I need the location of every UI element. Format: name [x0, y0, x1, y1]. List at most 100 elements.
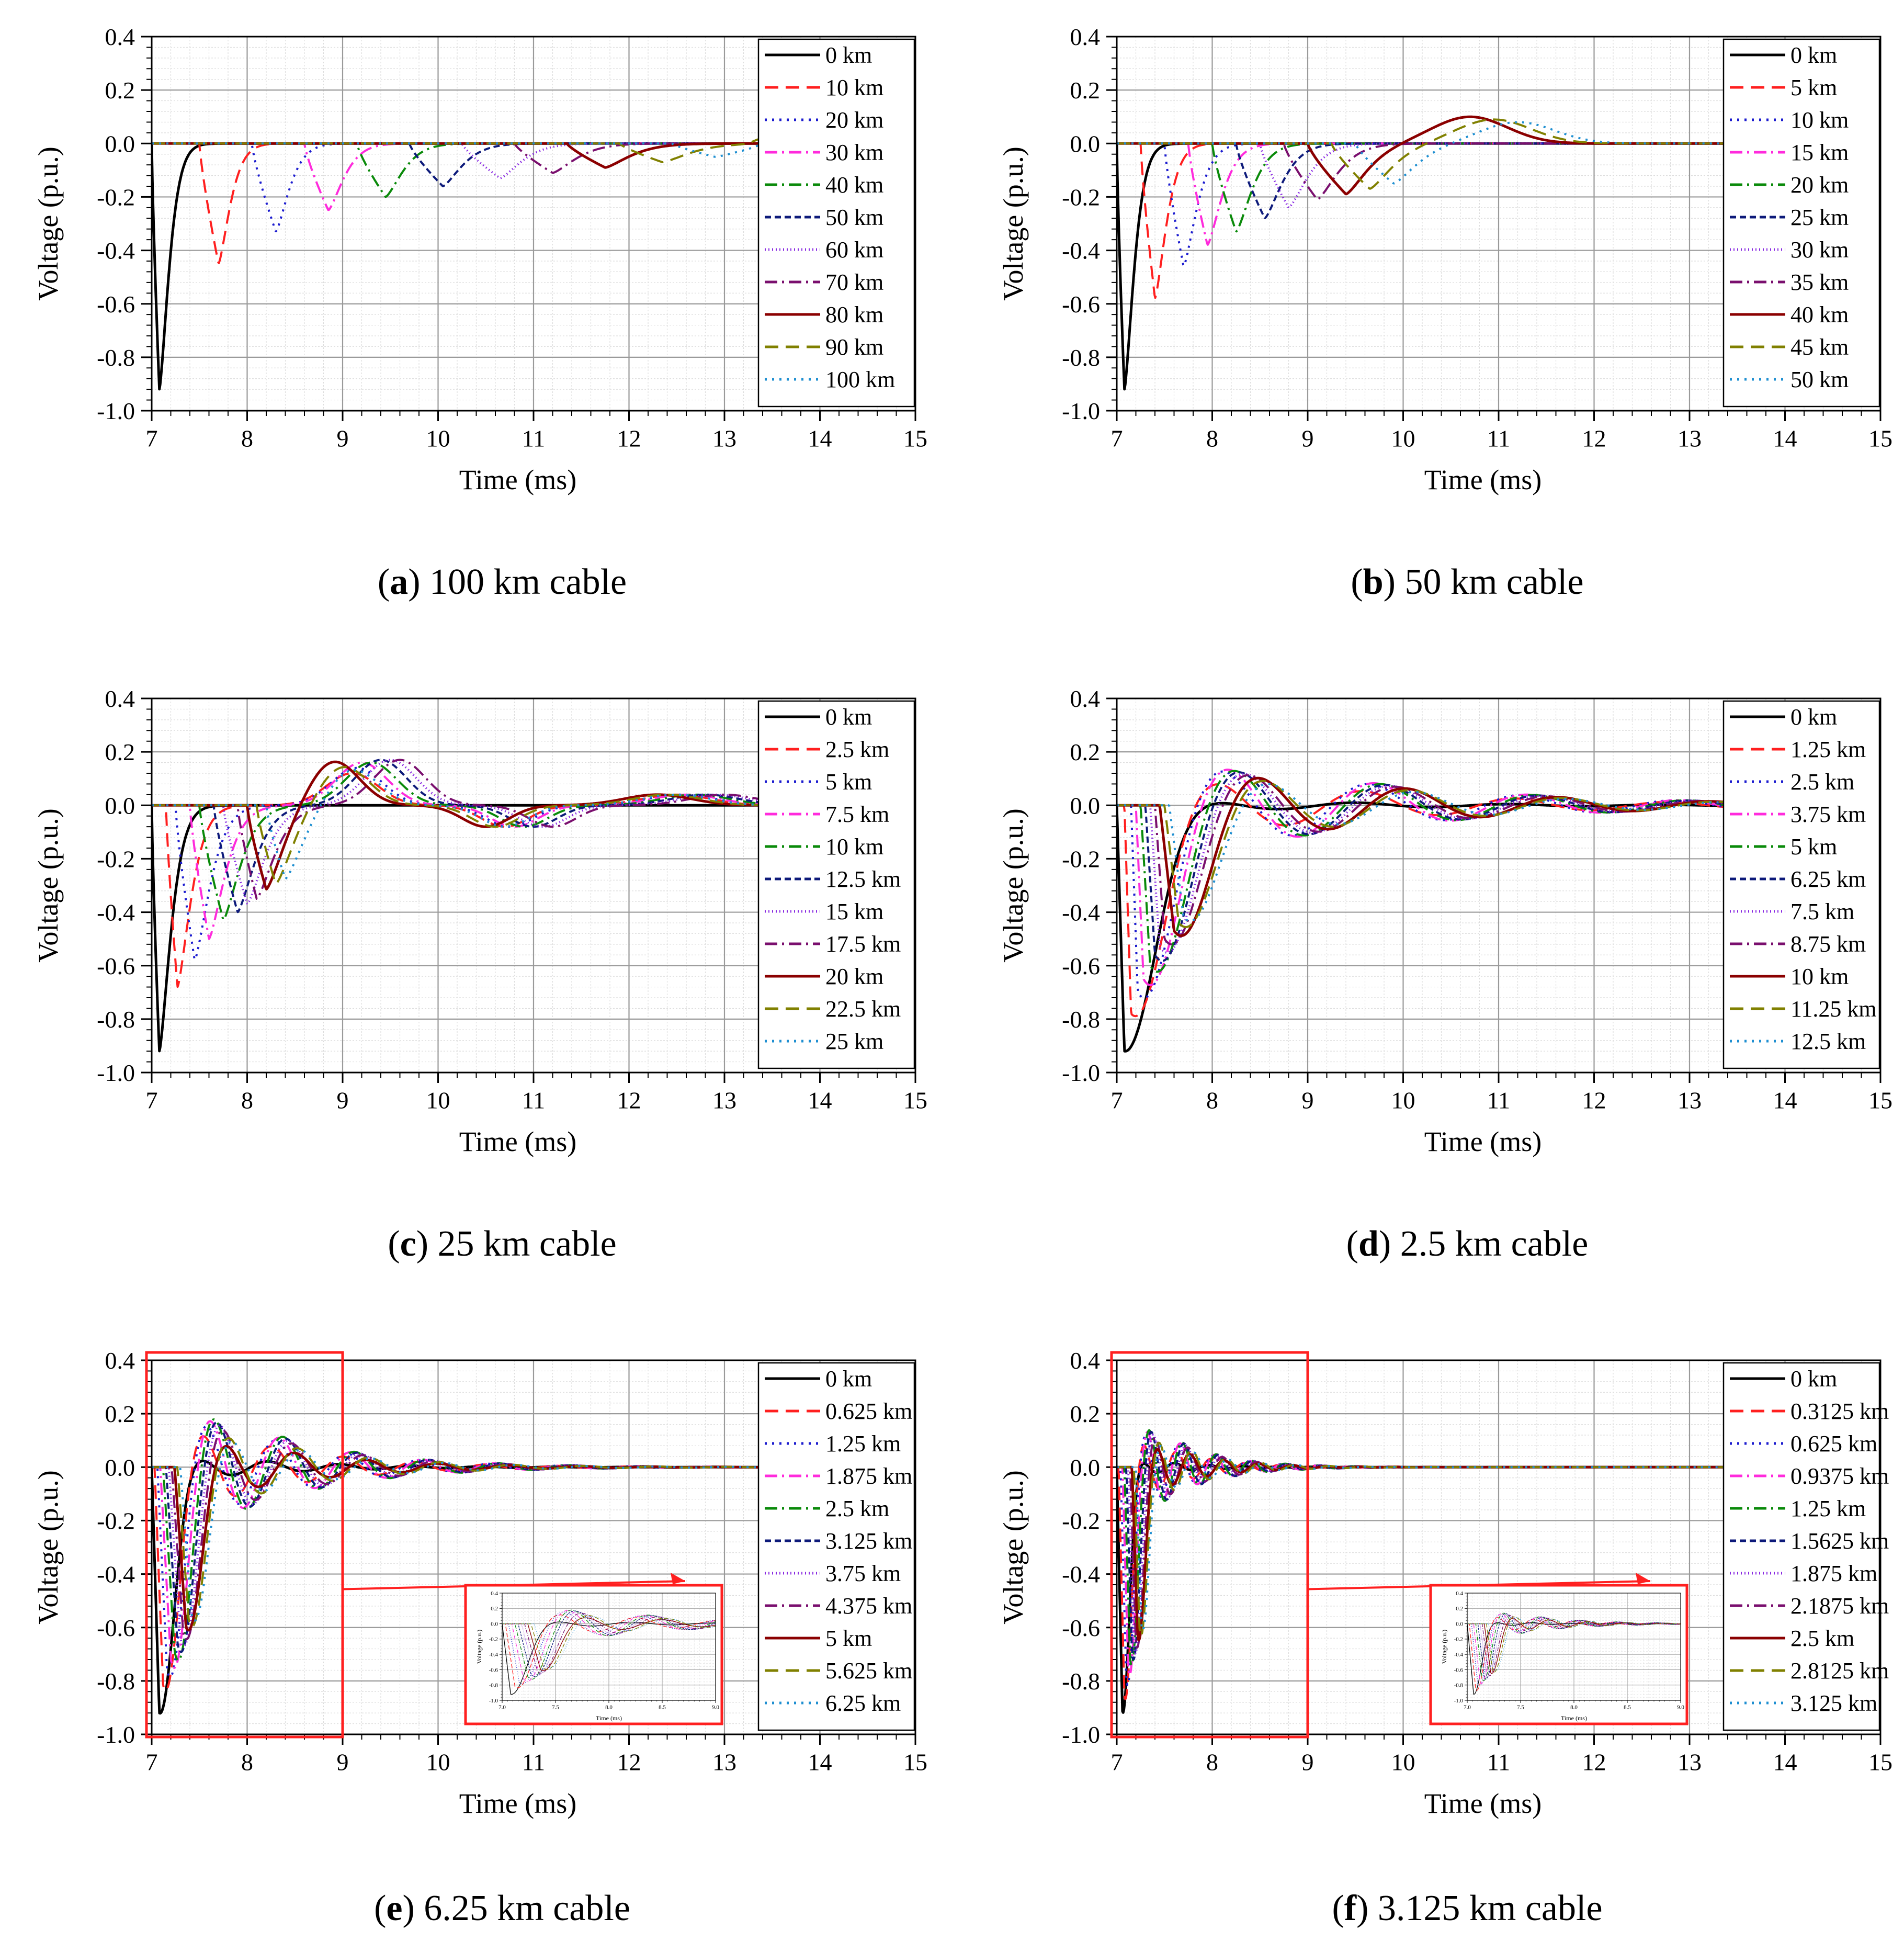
y-tick-label: -0.6 — [489, 1667, 498, 1673]
x-tick-label: 15 — [1868, 1087, 1892, 1113]
legend-box — [757, 38, 915, 408]
panel-caption: (e) 6.25 km cable — [374, 1888, 630, 1928]
legend-box — [757, 1362, 915, 1731]
legend-label: 1.25 km — [1790, 737, 1866, 762]
series-line-4 — [152, 761, 783, 921]
legend-label: 0 km — [825, 704, 872, 730]
legend-label: 10 km — [825, 75, 883, 100]
y-tick-label: -1.0 — [1454, 1698, 1464, 1704]
x-axis-label: Time (ms) — [1424, 1788, 1542, 1819]
x-tick-label: 8.5 — [659, 1705, 666, 1711]
axis-ticks: 0.4 0.2 0.0 -0.2 -0.4 -0.6 -0.8 -1.0 7 8 9 10 11 12 13… — [1062, 24, 1892, 452]
legend-label: 5.625 km — [825, 1658, 912, 1684]
y-tick-label: 0.4 — [1070, 685, 1101, 712]
legend-label: 20 km — [825, 964, 883, 989]
legend-label: 6.25 km — [825, 1690, 901, 1716]
legend-label: 100 km — [825, 367, 895, 392]
inset-y-label: Voltage (p.u.) — [1441, 1630, 1448, 1664]
y-tick-label: 0.0 — [1456, 1621, 1463, 1627]
y-tick-label: -0.4 — [489, 1652, 498, 1658]
x-tick-label: 14 — [808, 1087, 832, 1113]
x-tick-label: 9.0 — [712, 1705, 719, 1711]
y-tick-label: -0.8 — [97, 344, 135, 371]
x-tick-label: 11 — [1487, 425, 1510, 452]
axis-ticks: 0.4 0.2 0.0 -0.2 -0.4 -0.6 -0.8 -1.0 7 8 9 10 11 12 13… — [97, 685, 927, 1113]
caption-label: 6.25 km cable — [424, 1888, 630, 1928]
y-axis-label: Voltage (p.u.) — [998, 1470, 1029, 1624]
legend-label: 7.5 km — [825, 802, 889, 827]
x-tick-label: 10 — [426, 425, 450, 452]
caption-paren-close: ) — [416, 1224, 438, 1264]
legend-label: 0 km — [825, 1366, 872, 1392]
legend-label: 0.9375 km — [1790, 1463, 1889, 1489]
legend-label: 1.875 km — [1790, 1561, 1877, 1586]
panel-caption: (b) 50 km cable — [1351, 562, 1583, 602]
legend-label: 5 km — [1790, 75, 1837, 100]
y-tick-label: 0.4 — [105, 1347, 135, 1374]
x-axis-label: Time (ms) — [459, 1126, 577, 1157]
x-tick-label: 12 — [1582, 425, 1606, 452]
axis-ticks: 0.4 0.2 0.0 -0.2 -0.4 -0.6 -0.8 -1.0 7 8 9 10 11 12 13… — [1062, 685, 1892, 1113]
series-line-9 — [152, 1437, 792, 1628]
series-line-8 — [152, 760, 783, 890]
series-line-10 — [1117, 121, 1748, 185]
legend-box — [1722, 700, 1880, 1069]
legend-label: 10 km — [1790, 107, 1849, 133]
series-group — [1117, 1429, 1757, 1714]
y-tick-label: 0.2 — [105, 739, 135, 765]
y-tick-label: 0.0 — [1070, 1454, 1101, 1481]
legend-label: 5 km — [1790, 834, 1837, 860]
legend-label: 50 km — [1790, 367, 1849, 392]
x-tick-label: 11 — [1487, 1087, 1510, 1113]
legend: 0 km 5 km 10 km 15 km 20 km 25 km 30 km 35 km 40… — [1722, 38, 1880, 408]
x-tick-label: 15 — [903, 1748, 927, 1775]
y-axis-label: Voltage (p.u.) — [32, 1470, 64, 1624]
y-tick-label: -0.8 — [489, 1683, 498, 1689]
legend-label: 3.75 km — [825, 1561, 901, 1586]
x-tick-label: 12 — [617, 1087, 641, 1113]
x-tick-label: 8 — [1206, 425, 1218, 452]
legend-box — [1722, 38, 1880, 408]
series-group — [152, 759, 783, 1053]
caption-letter: b — [1363, 562, 1384, 602]
legend-label: 20 km — [825, 107, 883, 133]
x-tick-label: 9 — [337, 1087, 349, 1113]
caption-text: (a) 100 km cable — [378, 562, 627, 602]
legend-label: 2.5 km — [825, 1496, 889, 1521]
legend: 0 km 1.25 km 2.5 km 3.75 km 5 km 6.25 km 7.5 k… — [1722, 700, 1880, 1069]
caption-letter: d — [1358, 1224, 1379, 1264]
legend-label: 4.375 km — [825, 1593, 912, 1619]
inset-chart: 0.4 0.2 0.0 -0.2 -0.4 -0.6 -0.8 -1.07.0 7.5 8.0 8.… — [1441, 1590, 1684, 1722]
caption-label: 100 km cable — [429, 562, 627, 602]
series-line-8 — [1117, 776, 1757, 938]
y-tick-label: 0.0 — [1070, 792, 1101, 819]
inset-x-label: Time (ms) — [596, 1714, 622, 1722]
series-line-6 — [152, 759, 783, 905]
legend-label: 5 km — [825, 1626, 872, 1651]
series-line-9 — [1117, 118, 1748, 190]
y-tick-label: 0.0 — [105, 1454, 135, 1481]
series-line-10 — [152, 142, 783, 158]
chart-panel-c: 0.4 0.2 0.0 -0.2 -0.4 -0.6 -0.8 -1.0 7 8 9 10 11 12 13… — [32, 685, 927, 1264]
y-tick-label: 0.2 — [1070, 1401, 1101, 1427]
x-axis-label: Time (ms) — [459, 464, 577, 495]
series-line-3 — [1117, 142, 1748, 246]
y-axis-label: Voltage (p.u.) — [998, 808, 1029, 962]
y-axis-label: Voltage (p.u.) — [32, 146, 64, 300]
legend-box — [1722, 1362, 1880, 1731]
x-tick-label: 7 — [1111, 1087, 1123, 1113]
caption-text: (f) 3.125 km cable — [1332, 1888, 1602, 1928]
series-group — [1467, 1612, 1681, 1695]
series-line-10 — [1467, 1617, 1681, 1671]
axis-ticks: 0.4 0.2 0.0 -0.2 -0.4 -0.6 -0.8 -1.0 7 8 9 10 11 12 13… — [97, 24, 927, 452]
y-tick-label: -0.2 — [97, 846, 135, 873]
chart-panel-a: 0.4 0.2 0.0 -0.2 -0.4 -0.6 -0.8 -1.0 7 8 9 10 11 12 13… — [32, 24, 927, 602]
y-tick-label: -0.6 — [1062, 291, 1100, 318]
legend-label: 70 km — [825, 269, 883, 295]
y-tick-label: -1.0 — [1062, 1059, 1100, 1086]
caption-letter: c — [400, 1224, 416, 1264]
x-tick-label: 15 — [903, 1087, 927, 1113]
legend-label: 0 km — [1790, 1366, 1837, 1392]
x-tick-label: 9 — [1302, 425, 1314, 452]
